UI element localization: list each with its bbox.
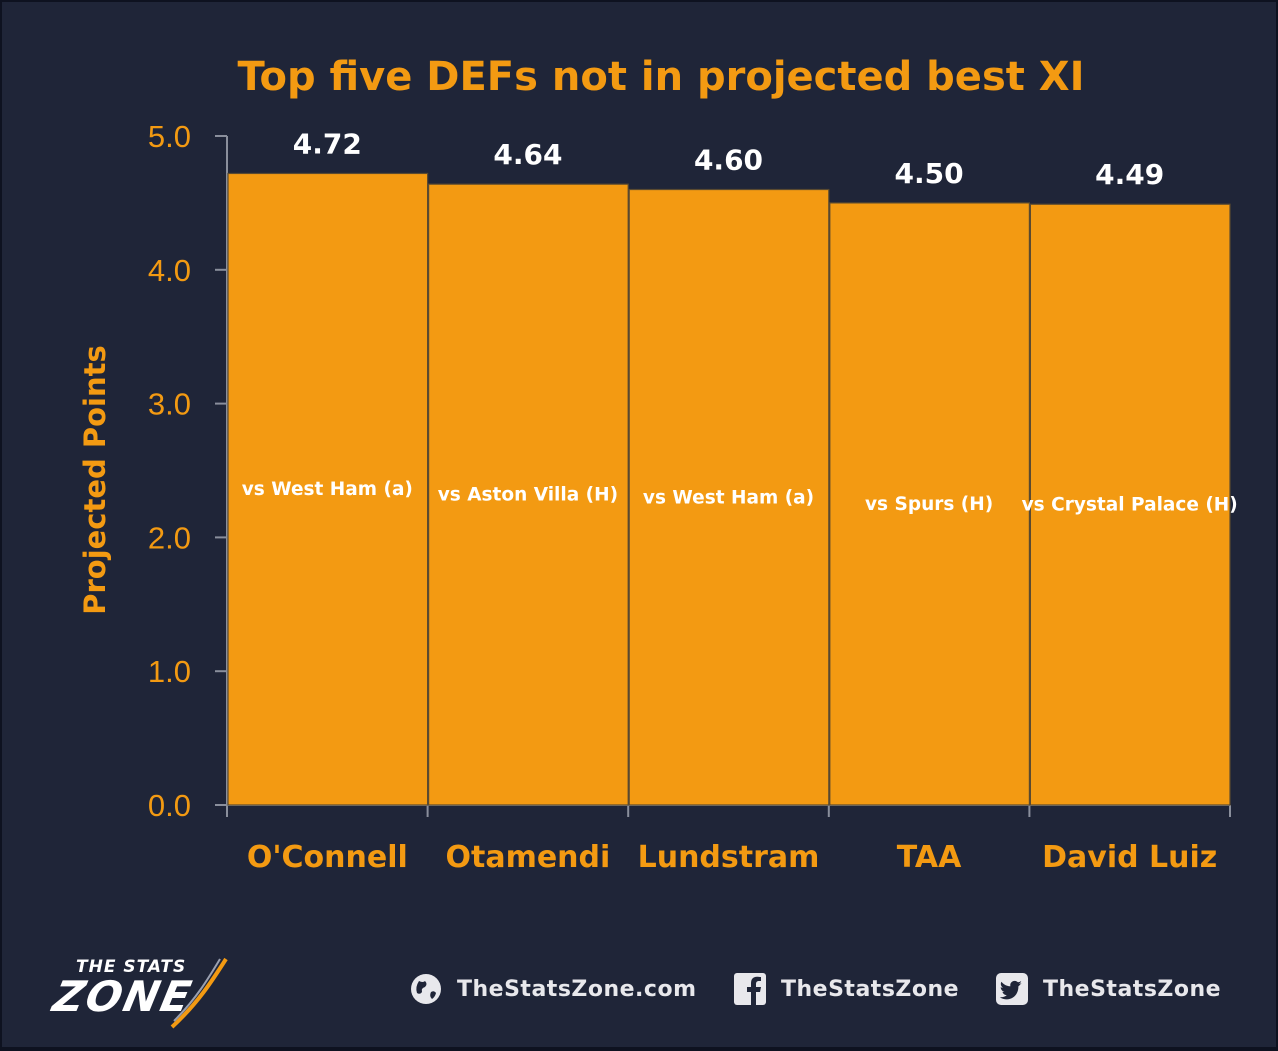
globe-icon — [409, 972, 443, 1006]
fixture-label: vs Spurs (H) — [865, 494, 993, 515]
logo-top-text: THE STATS — [76, 957, 187, 977]
category-label: TAA — [897, 840, 962, 875]
axes: 0.0 1.0 2.0 3.0 4.0 5.0 — [148, 119, 1231, 823]
y-tick-label: 1.0 — [148, 654, 191, 689]
bars: 4.72 vs West Ham (a) O'Connell 4.64 vs Aston… — [227, 127, 1238, 875]
category-label: Otamendi — [445, 840, 610, 875]
bar — [829, 202, 1030, 806]
y-tick-label: 0.0 — [148, 788, 191, 823]
bar — [428, 183, 629, 806]
fixture-label: vs West Ham (a) — [643, 487, 814, 508]
fixture-label: vs Crystal Palace (H) — [1022, 495, 1238, 516]
y-tick-label: 3.0 — [148, 387, 191, 422]
value-label: 4.50 — [895, 157, 964, 190]
category-label: David Luiz — [1042, 840, 1217, 875]
value-label: 4.64 — [493, 138, 562, 171]
chart-title: Top five DEFs not in projected best XI — [237, 54, 1084, 100]
value-label: 4.72 — [293, 127, 362, 160]
facebook-icon — [733, 972, 767, 1006]
footer: THE STATS ZONE TheStatsZone.com — [2, 947, 1276, 1037]
y-tick-label: 5.0 — [148, 119, 191, 154]
category-label: O'Connell — [247, 840, 408, 875]
logo-swoosh-icon — [170, 957, 228, 1029]
value-label: 4.49 — [1095, 158, 1164, 191]
social-twitter[interactable]: TheStatsZone — [995, 969, 1221, 1009]
value-label: 4.60 — [694, 144, 763, 177]
bar — [628, 188, 830, 806]
category-label: Lundstram — [638, 840, 820, 875]
twitter-text: TheStatsZone — [1043, 976, 1222, 1002]
bar — [227, 172, 429, 806]
bar — [1029, 203, 1231, 806]
y-tick-label: 2.0 — [148, 520, 191, 555]
twitter-icon — [995, 972, 1029, 1006]
fixture-label: vs West Ham (a) — [242, 479, 413, 500]
stats-zone-logo: THE STATS ZONE — [49, 955, 274, 1029]
facebook-text: TheStatsZone — [781, 976, 960, 1002]
social-website[interactable]: TheStatsZone.com — [409, 969, 697, 1009]
bar-chart: Top five DEFs not in projected best XI P… — [78, 54, 1238, 875]
website-text: TheStatsZone.com — [457, 976, 697, 1002]
fixture-label: vs Aston Villa (H) — [438, 485, 618, 506]
y-axis-label: Projected Points — [78, 345, 112, 615]
y-tick-label: 4.0 — [148, 253, 191, 288]
social-facebook[interactable]: TheStatsZone — [733, 969, 959, 1009]
